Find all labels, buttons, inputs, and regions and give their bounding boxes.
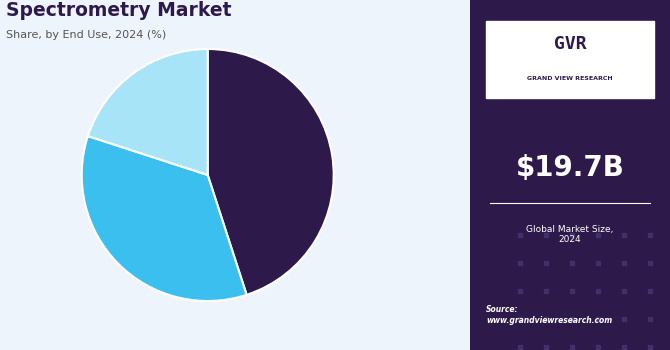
- Text: Global Market Size,
2024: Global Market Size, 2024: [527, 225, 614, 244]
- Wedge shape: [88, 49, 208, 175]
- Wedge shape: [208, 49, 334, 295]
- Text: GRAND VIEW RESEARCH: GRAND VIEW RESEARCH: [527, 76, 613, 81]
- Text: GVR: GVR: [554, 35, 586, 53]
- Text: Share, by End Use, 2024 (%): Share, by End Use, 2024 (%): [6, 30, 166, 40]
- Bar: [486, 21, 654, 98]
- Text: $19.7B: $19.7B: [516, 154, 624, 182]
- Text: Spectrometry Market: Spectrometry Market: [6, 1, 232, 20]
- Text: Source:
www.grandviewresearch.com: Source: www.grandviewresearch.com: [486, 305, 612, 325]
- Wedge shape: [82, 136, 247, 301]
